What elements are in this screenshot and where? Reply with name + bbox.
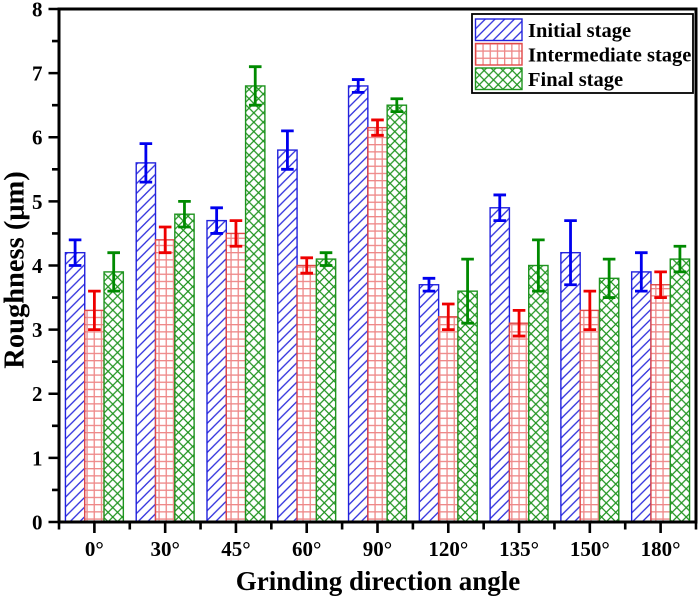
svg-text:2: 2 [32, 382, 43, 406]
svg-text:120°: 120° [428, 537, 468, 561]
svg-text:0: 0 [32, 510, 43, 534]
svg-text:Roughness (μm): Roughness (μm) [0, 171, 31, 368]
svg-text:7: 7 [32, 62, 43, 86]
svg-text:Final stage: Final stage [528, 69, 623, 91]
svg-text:1: 1 [32, 446, 43, 470]
svg-text:5: 5 [32, 190, 43, 214]
svg-text:30°: 30° [150, 537, 179, 561]
svg-text:Grinding direction angle: Grinding direction angle [236, 566, 521, 596]
svg-text:8: 8 [32, 0, 43, 21]
svg-text:3: 3 [32, 318, 43, 342]
svg-text:4: 4 [32, 254, 43, 278]
svg-text:150°: 150° [570, 537, 610, 561]
svg-text:180°: 180° [641, 537, 681, 561]
svg-text:135°: 135° [499, 537, 539, 561]
svg-text:Initial stage: Initial stage [528, 20, 631, 42]
svg-text:60°: 60° [292, 537, 321, 561]
svg-text:6: 6 [32, 126, 43, 150]
svg-text:Intermediate stage: Intermediate stage [528, 45, 691, 67]
svg-text:0°: 0° [85, 537, 104, 561]
svg-text:90°: 90° [363, 537, 392, 561]
svg-text:45°: 45° [221, 537, 250, 561]
